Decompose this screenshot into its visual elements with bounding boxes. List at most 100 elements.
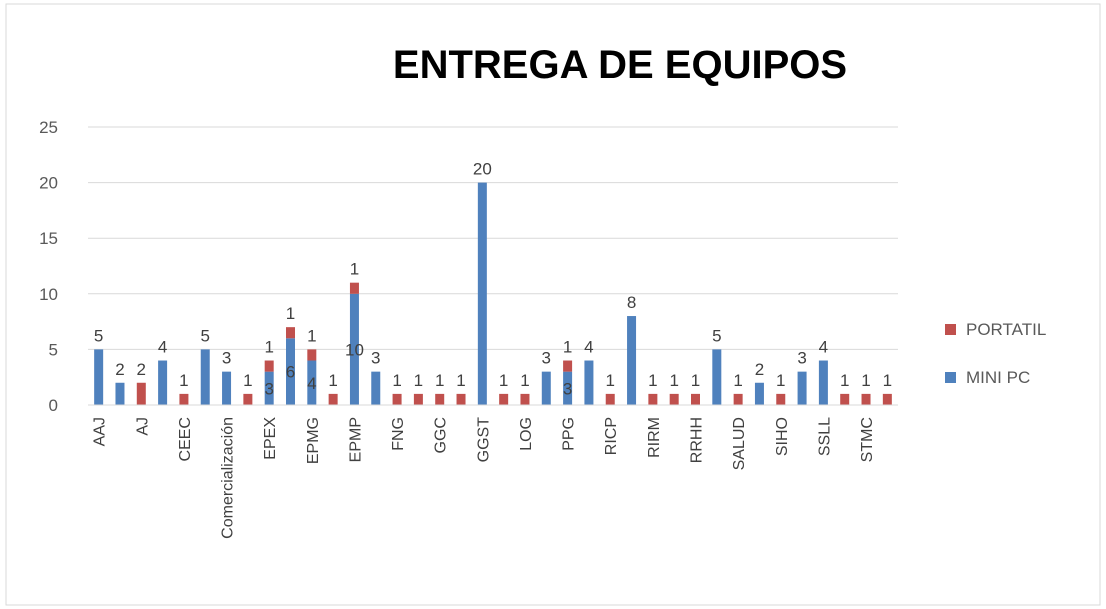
bar-segment [349, 282, 359, 294]
data-label: 2 [755, 360, 764, 379]
x-tick-label: GGC [433, 417, 450, 453]
bar-segment [776, 393, 786, 405]
bar-segment [563, 360, 573, 372]
x-tick-label: EPEX [262, 417, 279, 460]
x-tick-label: SSLL [816, 417, 833, 456]
data-label: 1 [286, 304, 295, 323]
x-tick-label: Comercialización [220, 417, 237, 539]
x-tick-label: RRHH [689, 417, 706, 463]
data-label: 6 [286, 363, 295, 382]
data-label: 2 [137, 360, 146, 379]
bar-segment [499, 393, 509, 405]
x-tick-label: SIHO [774, 417, 791, 456]
bar-segment [797, 371, 807, 405]
data-label: 1 [435, 371, 444, 390]
data-label: 1 [669, 371, 678, 390]
data-label: 3 [371, 349, 380, 368]
data-label: 1 [520, 371, 529, 390]
y-tick-label: 0 [49, 396, 58, 415]
x-tick-label: AJ [134, 417, 151, 436]
data-label: 1 [392, 371, 401, 390]
bar-segment [307, 360, 317, 405]
bar-segment [264, 371, 274, 405]
bar-segment [584, 360, 594, 405]
chart-frame [5, 3, 1101, 606]
x-tick-label: AAJ [92, 417, 109, 446]
y-tick-label: 25 [39, 118, 58, 137]
bar-segment [158, 360, 168, 405]
bar-segment [349, 293, 359, 405]
data-label: 1 [328, 371, 337, 390]
bar-segment [818, 360, 828, 405]
data-label: 1 [456, 371, 465, 390]
data-label: 5 [712, 326, 721, 345]
bar-segment [222, 371, 232, 405]
bar-segment [882, 393, 892, 405]
y-tick-label: 5 [49, 340, 58, 359]
bar-segment [435, 393, 445, 405]
data-label: 1 [499, 371, 508, 390]
bar-segment [648, 393, 658, 405]
data-label: 1 [264, 338, 273, 357]
bar-segment [115, 382, 125, 405]
bar-segment [307, 349, 317, 361]
data-label: 1 [648, 371, 657, 390]
data-label: 1 [307, 326, 316, 345]
data-label: 1 [691, 371, 700, 390]
bar-segment [94, 349, 104, 405]
bar-segment [541, 371, 551, 405]
data-label: 3 [264, 379, 273, 398]
legend-swatch [945, 372, 956, 383]
bar-segment [286, 338, 295, 405]
y-tick-label: 10 [39, 285, 58, 304]
data-label: 3 [797, 349, 806, 368]
bar-segment [691, 393, 700, 405]
data-label: 1 [563, 338, 572, 357]
data-label: 1 [840, 371, 849, 390]
data-label: 4 [584, 338, 593, 357]
bar-segment [243, 393, 253, 405]
y-tick-label: 15 [39, 229, 58, 248]
x-tick-label: LOG [518, 417, 535, 451]
bar-segment [371, 371, 381, 405]
legend-label: PORTATIL [966, 320, 1046, 339]
bar-segment [200, 349, 210, 405]
bar-segment [861, 393, 871, 405]
data-label: 1 [243, 371, 252, 390]
bar-segment [712, 349, 722, 405]
bar-segment [179, 393, 189, 405]
bar-segment [627, 316, 637, 405]
data-label: 1 [606, 371, 615, 390]
data-label: 20 [473, 160, 492, 179]
bar-segment [392, 393, 402, 405]
chart-title: ENTREGA DE EQUIPOS [393, 43, 847, 87]
bar-segment [840, 393, 850, 405]
data-label: 3 [222, 349, 231, 368]
bar-segment [605, 393, 615, 405]
data-label: 4 [307, 374, 316, 393]
x-tick-label: STMC [859, 417, 876, 462]
legend-label: MINI PC [966, 368, 1030, 387]
bar-segment [733, 393, 743, 405]
data-label: 1 [179, 371, 188, 390]
x-tick-label: PPG [561, 417, 578, 451]
data-label: 2 [115, 360, 124, 379]
x-tick-label: RIRM [646, 417, 663, 458]
data-label: 1 [861, 371, 870, 390]
y-tick-label: 20 [39, 174, 58, 193]
bar-segment [563, 371, 573, 405]
legend-swatch [945, 324, 956, 335]
x-tick-label: RICP [603, 417, 620, 455]
x-tick-label: CEEC [177, 417, 194, 461]
data-label: 1 [883, 371, 892, 390]
data-label: 5 [94, 326, 103, 345]
data-label: 4 [819, 338, 828, 357]
bar-segment [413, 393, 423, 405]
bar-segment [520, 393, 530, 405]
bar-segment [136, 382, 146, 405]
x-tick-label: EPMG [305, 417, 322, 464]
data-label: 3 [542, 349, 551, 368]
bar-segment [456, 393, 466, 405]
x-tick-label: FNG [390, 417, 407, 451]
